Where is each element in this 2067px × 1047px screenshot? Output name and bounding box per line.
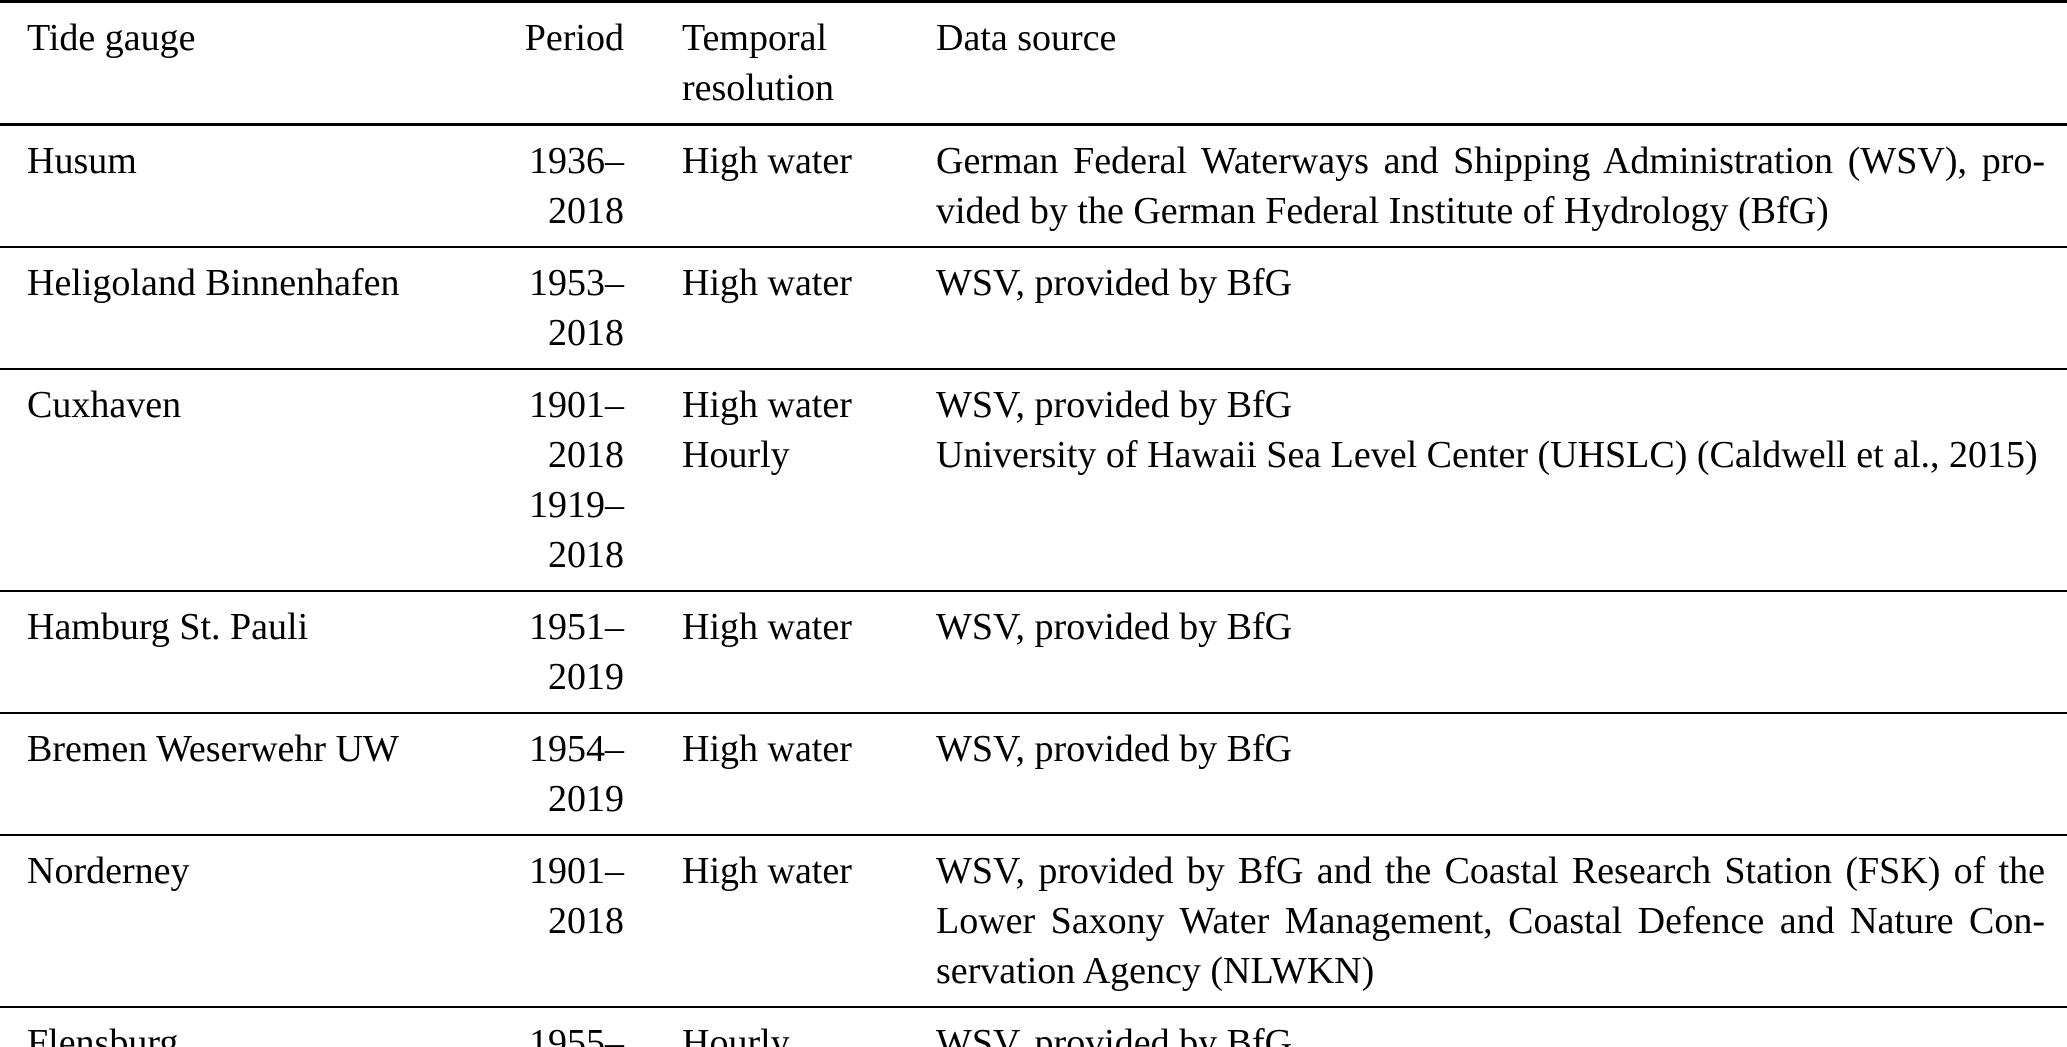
cell-data-source: WSV, provided by BfG and the Coastal Res… [936,850,2045,992]
table-row: Norderney 1901–2018 High water WSV, prov… [0,835,2067,1007]
cell-temporal-resolution: High water [682,262,852,304]
cell-period: 1954–2019 [529,728,624,820]
table-row: Hamburg St. Pauli 1951–2019 High water W… [0,591,2067,713]
column-header-data-source: Data source [936,17,1117,59]
cell-tide-gauge: Flensburg [27,1022,179,1047]
cell-temporal-resolution: High water Hourly [682,384,852,476]
cell-period: 1955–2019 [529,1022,624,1047]
cell-tide-gauge: Heligoland Binnenhafen [27,262,400,304]
table-row: Husum 1936–2018 High water German Federa… [0,125,2067,247]
column-header-temporal-resolution: Temporal resolution [682,17,834,109]
cell-temporal-resolution: High water [682,850,852,892]
column-header-period: Period [524,17,624,59]
table-row: Cuxhaven 1901–2018 1919–2018 High water Ho… [0,369,2067,591]
cell-period: 1953–2018 [529,262,624,354]
cell-temporal-resolution: Hourly [682,1022,790,1047]
cell-data-source: WSV, provided by BfG [936,262,1293,304]
table-row: Heligoland Binnenhafen 1953–2018 High wa… [0,247,2067,369]
cell-tide-gauge: Norderney [27,850,190,892]
cell-temporal-resolution: High water [682,140,852,182]
cell-period: 1901–2018 1919–2018 [529,384,624,576]
cell-tide-gauge: Bremen Weserwehr UW [27,728,399,770]
cell-period: 1936–2018 [529,140,624,232]
cell-tide-gauge: Husum [27,140,137,182]
cell-data-source: German Federal Waterways and Shipping Ad… [936,140,2045,232]
cell-period: 1951–2019 [529,606,624,698]
cell-data-source: WSV, provided by BfG [936,1022,1293,1047]
cell-tide-gauge: Cuxhaven [27,384,182,426]
cell-temporal-resolution: High water [682,606,852,648]
header-row: Tide gauge Period Temporal resolution Da… [0,2,2067,125]
cell-tide-gauge: Hamburg St. Pauli [27,606,309,648]
cell-period: 1901–2018 [529,850,624,942]
cell-temporal-resolution: High water [682,728,852,770]
cell-data-source: WSV, provided by BfG [936,728,1293,770]
table-row: Flensburg 1955–2019 Hourly WSV, provided… [0,1007,2067,1047]
cell-data-source: WSV, provided by BfG [936,606,1293,648]
column-header-tide-gauge: Tide gauge [27,17,196,59]
cell-data-source: WSV, provided by BfG University of Hawaii… [936,384,2038,476]
table-row: Bremen Weserwehr UW 1954–2019 High water… [0,713,2067,835]
